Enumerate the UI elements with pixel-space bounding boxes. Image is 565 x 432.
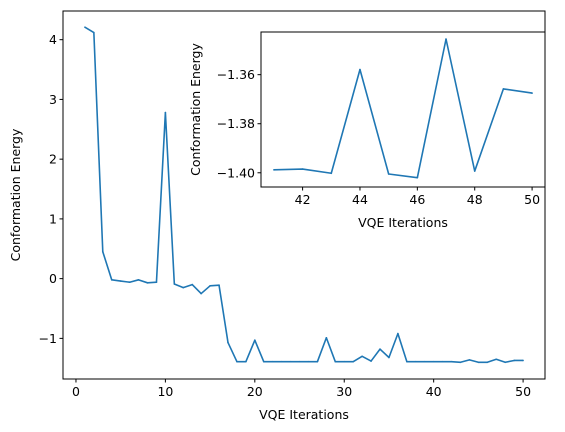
- main-data-point: [370, 360, 372, 362]
- inset-y-tick-label: −1.40: [217, 165, 255, 180]
- inset-data-point: [416, 176, 419, 179]
- main-data-point: [334, 360, 337, 363]
- inset-chart: 42 44 46 48 50 −1.40 −1.38 −1.36 VQE Iterations C…: [188, 31, 546, 230]
- inset-data-point: [445, 38, 447, 40]
- main-data-point: [84, 26, 86, 28]
- inset-x-axis-label: VQE Iterations: [358, 215, 448, 230]
- main-x-tick-label: 40: [426, 384, 442, 399]
- main-y-tick-label: 0: [49, 271, 57, 286]
- inset-series-line: [273, 38, 533, 179]
- inset-plot-area: [261, 32, 545, 187]
- inset-x-tick-label: 46: [409, 192, 425, 207]
- main-data-point: [146, 282, 149, 284]
- main-data-point: [352, 360, 354, 363]
- inset-axes-frame: [260, 31, 546, 188]
- main-y-tick-label: 3: [49, 92, 57, 107]
- main-data-point: [504, 361, 507, 364]
- inset-y-tick-label: −1.38: [217, 116, 255, 131]
- inset-data-point: [330, 172, 333, 175]
- main-y-tick-label: 2: [49, 152, 57, 167]
- main-data-point: [289, 360, 292, 363]
- main-data-point: [101, 250, 104, 253]
- main-y-tick-label: 4: [49, 32, 57, 47]
- main-y-tick-label: 1: [49, 211, 57, 226]
- main-data-point: [388, 356, 390, 359]
- main-data-point: [128, 281, 131, 284]
- inset-data-point: [301, 168, 304, 170]
- main-data-point: [280, 360, 283, 363]
- main-data-point: [262, 360, 265, 363]
- main-x-tick-label: 10: [157, 384, 173, 399]
- inset-x-tick-label: 50: [524, 192, 540, 207]
- main-data-point: [307, 360, 310, 363]
- main-data-point: [316, 360, 319, 363]
- main-data-point: [218, 284, 220, 287]
- inset-data-point: [473, 170, 476, 172]
- main-data-point: [459, 361, 462, 364]
- main-data-point: [119, 280, 122, 282]
- main-y-tick-label: −1: [39, 331, 57, 346]
- main-data-point: [423, 360, 426, 363]
- inset-y-axis-label: Conformation Energy: [188, 43, 203, 176]
- main-x-tick-label: 20: [247, 384, 263, 399]
- main-data-point: [254, 339, 256, 341]
- inset-x-tick-label: 42: [295, 192, 311, 207]
- main-data-point: [271, 360, 274, 363]
- main-data-point: [137, 279, 140, 281]
- main-data-point: [245, 360, 247, 363]
- main-data-point: [406, 360, 408, 363]
- main-data-point: [468, 359, 471, 361]
- main-x-tick-label: 0: [72, 384, 80, 399]
- main-data-point: [164, 111, 167, 114]
- main-y-axis-label: Conformation Energy: [8, 128, 23, 261]
- main-axes-frame: [62, 10, 546, 380]
- main-data-point: [432, 360, 435, 363]
- main-data-point: [513, 359, 515, 362]
- inset-data-point: [387, 173, 390, 175]
- main-data-point: [414, 360, 417, 363]
- main-data-point: [173, 283, 176, 285]
- main-data-point: [361, 355, 363, 358]
- main-data-point: [495, 358, 498, 361]
- main-x-tick-label: 50: [515, 384, 531, 399]
- main-data-point: [298, 360, 301, 363]
- main-data-point: [486, 361, 489, 364]
- main-data-point: [522, 359, 524, 362]
- main-data-point: [379, 348, 381, 350]
- inset-y-tick-label: −1.36: [217, 67, 255, 82]
- main-data-point: [209, 285, 211, 287]
- main-data-point: [93, 31, 95, 34]
- inset-x-tick-label: 44: [352, 192, 368, 207]
- main-data-point: [191, 283, 194, 286]
- main-data-point: [343, 360, 346, 363]
- main-x-axis-label: VQE Iterations: [259, 407, 349, 422]
- main-data-point: [397, 332, 399, 335]
- main-data-point: [325, 336, 328, 339]
- main-x-tick-label: 30: [336, 384, 352, 399]
- main-data-point: [200, 292, 202, 295]
- inset-data-point: [502, 88, 505, 90]
- main-data-point: [441, 360, 444, 363]
- main-data-point: [450, 360, 453, 363]
- main-data-point: [110, 279, 113, 281]
- inset-x-tick-label: 48: [467, 192, 483, 207]
- main-data-point: [236, 360, 238, 363]
- main-data-point: [477, 361, 480, 364]
- main-data-point: [227, 341, 229, 344]
- main-series-line: [84, 26, 524, 364]
- inset-data-point: [359, 68, 361, 71]
- inset-data-point: [273, 169, 275, 171]
- inset-data-point: [531, 92, 533, 94]
- main-data-point: [155, 281, 158, 284]
- main-data-point: [182, 286, 185, 289]
